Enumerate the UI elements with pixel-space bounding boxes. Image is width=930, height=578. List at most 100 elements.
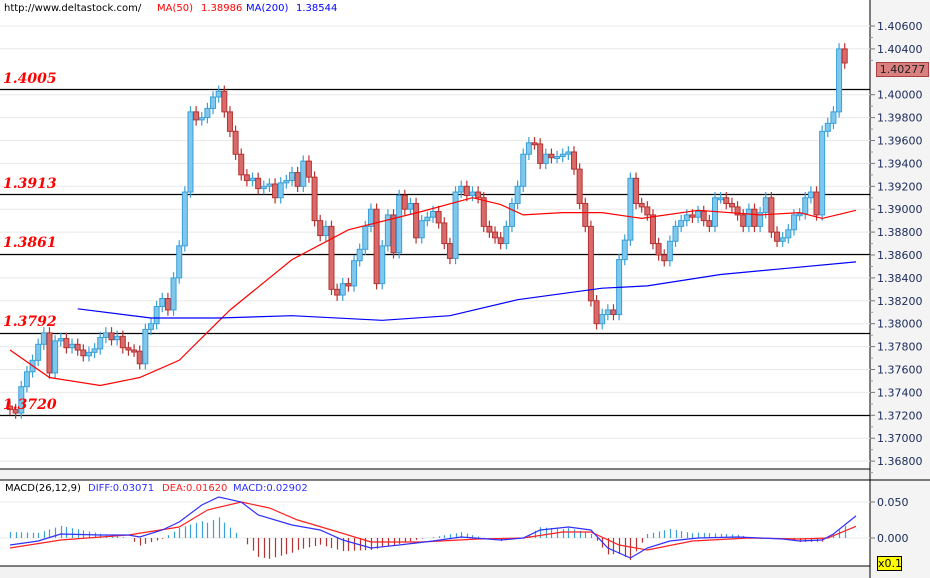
candle-down [131, 349, 138, 353]
candle-down [492, 231, 499, 239]
candle-down [813, 191, 820, 216]
candle-up [418, 220, 425, 239]
level-label-2: 1.3913 [3, 176, 57, 192]
price-tick-label: 1.37800 [877, 341, 923, 354]
price-axis-panel [870, 0, 930, 578]
scale-badge[interactable]: x0.1 [877, 556, 903, 571]
price-tick-label: 1.40000 [877, 89, 923, 102]
candle-up [757, 212, 764, 227]
candle-down [294, 172, 301, 187]
candle-down [593, 300, 600, 325]
candle-up [621, 239, 628, 261]
candle-up [198, 117, 205, 121]
candle-down [413, 202, 420, 239]
candle-up [458, 185, 465, 193]
candle-down [345, 283, 352, 287]
candle-down [486, 225, 493, 233]
candle-up [836, 48, 843, 113]
candle-up [779, 237, 786, 242]
candle-down [734, 206, 741, 216]
candle-down [633, 177, 640, 204]
candle-up [520, 153, 527, 187]
macd-macd-value: MACD:0.02902 [233, 483, 308, 494]
candle-down [576, 168, 583, 204]
candle-up [210, 96, 217, 109]
level-label-3: 1.3861 [3, 235, 57, 251]
site-url[interactable]: http://www.deltastock.com/ [4, 3, 142, 14]
macd-tick-label: 0.000 [877, 532, 909, 545]
macd-dea-value: DEA:0.01620 [162, 483, 228, 494]
candle-down [255, 177, 262, 190]
candle-up [97, 336, 104, 350]
candle-down [80, 349, 87, 357]
candle-down [136, 350, 143, 365]
candle-up [554, 156, 561, 160]
candle-up [802, 197, 809, 215]
candle-up [525, 142, 532, 155]
candle-down [587, 225, 594, 302]
candle-up [300, 160, 307, 187]
price-tick-label: 1.38400 [877, 272, 923, 285]
candle-down [390, 214, 397, 254]
candle-up [824, 122, 831, 132]
candle-up [508, 202, 515, 227]
candle-up [830, 111, 837, 124]
price-tick-label: 1.38000 [877, 318, 923, 331]
candle-down [193, 111, 200, 121]
macd-title: MACD(26,12,9) [5, 483, 81, 494]
price-tick-label: 1.39000 [877, 203, 923, 216]
candle-up [819, 130, 826, 216]
candle-up [503, 225, 510, 245]
candle-down [644, 206, 651, 216]
candle-up [565, 151, 572, 155]
price-tick-label: 1.37200 [877, 409, 923, 422]
candle-down [548, 153, 555, 159]
candle-up [114, 335, 121, 341]
candle-down [63, 338, 70, 349]
candle-up [339, 283, 346, 296]
candle-down [311, 176, 318, 222]
candle-up [666, 240, 673, 262]
candle-up [627, 177, 634, 241]
candle-up [430, 210, 436, 218]
candle-up [57, 338, 64, 342]
candle-up [356, 248, 363, 262]
candle-down [700, 210, 707, 222]
candle-up [187, 111, 194, 193]
candle-up [695, 210, 702, 218]
price-tick-label: 1.39400 [877, 157, 923, 170]
candle-up [542, 153, 549, 164]
candle-down [531, 142, 538, 146]
candle-up [153, 306, 160, 325]
ma200-line [77, 261, 857, 321]
candle-down [164, 298, 171, 311]
candle-down [74, 343, 81, 351]
candle-down [497, 237, 504, 245]
candle-down [582, 202, 589, 227]
candle-down [649, 214, 656, 245]
candle-down [537, 143, 544, 164]
candle-down [841, 48, 848, 64]
candle-down [108, 332, 115, 341]
candle-down [7, 405, 13, 411]
candle-down [232, 130, 239, 155]
candle-up [379, 245, 386, 285]
level-label-1: 1.4005 [3, 71, 57, 87]
candle-up [215, 90, 222, 98]
candle-down [446, 243, 453, 259]
candle-down [480, 197, 487, 227]
candle-up [407, 202, 414, 210]
macd-diff-value: DIFF:0.03071 [88, 483, 155, 494]
ma50-label: MA(50) [157, 3, 193, 14]
macd-tick-label: 0.050 [877, 496, 909, 509]
candle-down [751, 208, 758, 227]
candle-down [723, 197, 730, 204]
candle-down [328, 225, 335, 290]
candle-down [463, 185, 470, 196]
candle-up [85, 351, 92, 357]
candle-down [221, 90, 228, 113]
candle-up [322, 225, 329, 237]
candle-down [435, 210, 442, 224]
ma200-value: 1.38544 [296, 3, 338, 14]
price-tick-label: 1.38600 [877, 249, 923, 262]
